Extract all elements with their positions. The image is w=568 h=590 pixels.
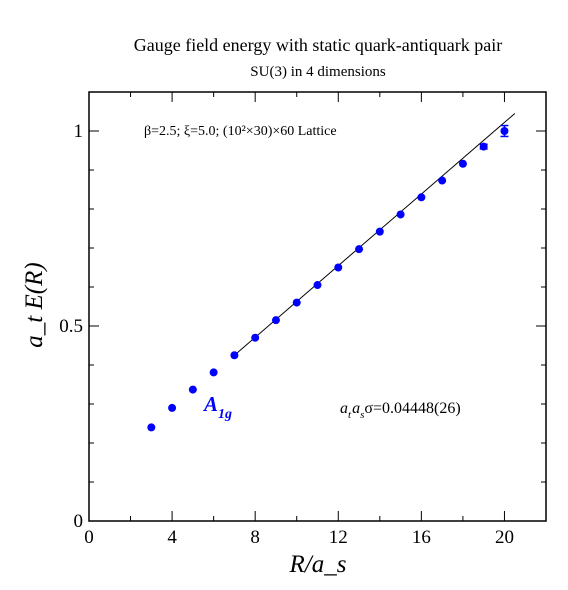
data-point — [168, 403, 177, 412]
x-tick-label: 4 — [167, 527, 177, 548]
data-point — [355, 245, 364, 254]
data-point — [251, 333, 260, 342]
data-point — [230, 351, 239, 360]
data-point — [500, 127, 509, 135]
chart-subtitle: SU(3) in 4 dimensions — [250, 64, 386, 80]
data-point — [458, 159, 467, 168]
data-point — [147, 423, 156, 432]
x-tick-label: 16 — [412, 527, 431, 548]
sigma-s: s — [360, 409, 364, 421]
data-point — [271, 316, 280, 325]
x-tick-label: 0 — [84, 527, 94, 548]
data-point — [313, 281, 322, 290]
lattice-params-annotation: β=2.5; ξ=5.0; (10²×30)×60 Lattice — [144, 124, 337, 139]
data-point — [334, 263, 343, 272]
axis-tick-labels: 0 4 8 12 16 20 0 0.5 1 — [59, 121, 514, 548]
axis-ticks — [88, 92, 547, 522]
y-tick-label: 1 — [74, 121, 84, 142]
series-label-sub: 1g — [218, 407, 232, 422]
y-tick-label: 0.5 — [59, 316, 83, 337]
sigma-value: σ=0.04448(26) — [364, 400, 460, 417]
sigma-t: t — [348, 409, 352, 421]
data-point — [438, 176, 447, 185]
x-tick-label: 20 — [495, 527, 514, 548]
series-label: A1g — [202, 392, 232, 422]
data-point — [479, 142, 488, 151]
sigma-a2: a — [352, 400, 360, 417]
data-points — [147, 124, 509, 432]
data-point — [375, 227, 384, 236]
series-label-main: A — [202, 392, 218, 416]
fit-line — [234, 113, 516, 356]
string-tension-annotation: atasσ=0.04448(26) — [340, 400, 461, 421]
x-tick-label: 12 — [329, 527, 348, 548]
chart-title: Gauge field energy with static quark-ant… — [134, 35, 503, 55]
y-tick-label: 0 — [74, 511, 84, 532]
data-point — [292, 298, 301, 307]
data-point — [396, 210, 405, 219]
data-point — [209, 368, 218, 377]
y-axis-label: a_t E(R) — [21, 262, 48, 347]
x-tick-label: 8 — [250, 527, 260, 548]
data-point — [188, 385, 197, 394]
sigma-a1: a — [340, 400, 348, 417]
x-axis-label: R/a_s — [289, 551, 347, 578]
data-point — [417, 193, 426, 202]
plot-frame — [88, 91, 547, 522]
